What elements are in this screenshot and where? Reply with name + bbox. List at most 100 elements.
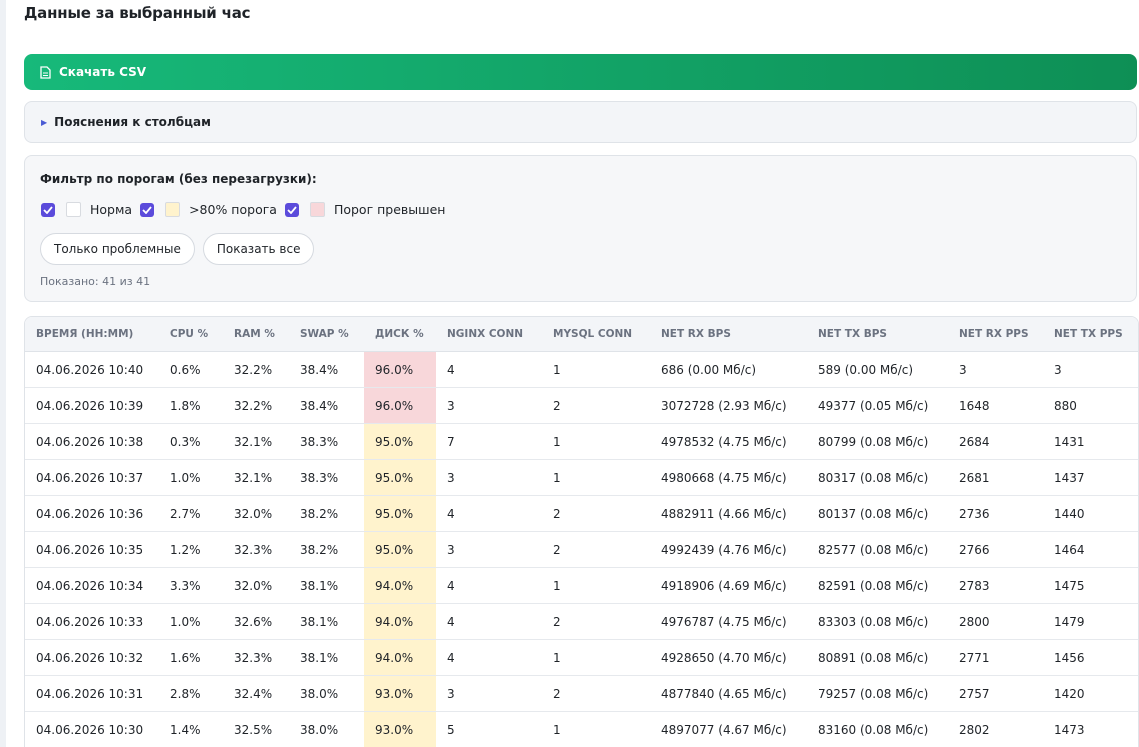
table-cell: 3 — [948, 351, 1043, 388]
table-cell: 4 — [436, 603, 542, 640]
table-cell: 95.0% — [364, 459, 436, 496]
table-cell: 5 — [436, 711, 542, 747]
filter-options: Норма >80% порога Порог превышен — [41, 202, 453, 217]
table-cell: 3 — [436, 387, 542, 424]
table-cell: 1.0% — [159, 459, 223, 496]
disclosure-arrow: ▶ — [41, 117, 48, 127]
table-cell: 3072728 (2.93 Мб/с) — [650, 387, 807, 424]
check-mark — [287, 205, 297, 214]
check-mark — [43, 205, 53, 214]
column-header: NGINX CONN — [436, 317, 542, 352]
table-cell: 2736 — [948, 495, 1043, 532]
table-row: 04.06.2026 10:37 1.0% 32.1% 38.3% 95.0% 3 1 498… — [25, 459, 1138, 496]
table-cell: 2802 — [948, 711, 1043, 747]
table-cell: 32.2% — [223, 351, 289, 388]
filter-option[interactable]: Норма — [41, 202, 132, 217]
table-cell: 04.06.2026 10:35 — [25, 531, 159, 568]
column-header: NET RX PPS — [948, 317, 1043, 352]
table-cell: 3 — [1043, 351, 1138, 388]
table-cell: 93.0% — [364, 711, 436, 747]
table-cell: 1437 — [1043, 459, 1138, 496]
table-cell: 4976787 (4.75 Мб/с) — [650, 603, 807, 640]
table-cell: 1.2% — [159, 531, 223, 568]
table-cell: 1479 — [1043, 603, 1138, 640]
table-cell: 686 (0.00 Мб/с) — [650, 351, 807, 388]
table-cell: 95.0% — [364, 423, 436, 460]
color-swatch — [165, 202, 181, 217]
table-cell: 80891 (0.08 Мб/с) — [807, 639, 948, 676]
table-cell: 83303 (0.08 Мб/с) — [807, 603, 948, 640]
table-cell: 2 — [542, 495, 650, 532]
table-cell: 38.0% — [289, 675, 364, 712]
download-button[interactable]: Скачать CSV — [24, 54, 1137, 90]
table-cell: 1 — [542, 351, 650, 388]
table-cell: 4897077 (4.67 Мб/с) — [650, 711, 807, 747]
table-cell: 1.6% — [159, 639, 223, 676]
table-row: 04.06.2026 10:30 1.4% 32.5% 38.0% 93.0% 5 1 489… — [25, 711, 1138, 747]
table-cell: 04.06.2026 10:39 — [25, 387, 159, 424]
table-cell: 04.06.2026 10:38 — [25, 423, 159, 460]
column-header: RAM % — [223, 317, 289, 352]
table-cell: 1464 — [1043, 531, 1138, 568]
table-cell: 880 — [1043, 387, 1138, 424]
table-cell: 04.06.2026 10:31 — [25, 675, 159, 712]
filter-option[interactable]: Порог превышен — [284, 202, 445, 217]
table-cell: 04.06.2026 10:36 — [25, 495, 159, 532]
filter-button[interactable]: Показать все — [202, 233, 315, 265]
table-cell: 1.0% — [159, 603, 223, 640]
filter-option[interactable]: >80% порога — [140, 202, 277, 217]
header-row: ВРЕМЯ (HH:MM) CPU % RAM % SWAP % ДИСК % NGINX… — [25, 317, 1138, 352]
table-cell: 79257 (0.08 Мб/с) — [807, 675, 948, 712]
table-cell: 589 (0.00 Мб/с) — [807, 351, 948, 388]
details-label: Пояснения к столбцам — [54, 115, 211, 129]
table-row: 04.06.2026 10:38 0.3% 32.1% 38.3% 95.0% 7 1 497… — [25, 423, 1138, 460]
table-cell: 4 — [436, 567, 542, 604]
details-toggle[interactable]: ▶ Пояснения к столбцам — [24, 101, 1137, 143]
file-icon — [40, 65, 51, 79]
table-cell: 4992439 (4.76 Мб/с) — [650, 531, 807, 568]
table-row: 04.06.2026 10:34 3.3% 32.0% 38.1% 94.0% 4 1 491… — [25, 567, 1138, 604]
option-label: >80% порога — [189, 202, 277, 217]
column-header: NET TX BPS — [807, 317, 948, 352]
table-cell: 4 — [436, 351, 542, 388]
table-cell: 2766 — [948, 531, 1043, 568]
table-cell: 32.1% — [223, 459, 289, 496]
table-cell: 1456 — [1043, 639, 1138, 676]
table-cell: 04.06.2026 10:32 — [25, 639, 159, 676]
table-cell: 38.4% — [289, 387, 364, 424]
table-cell: 80137 (0.08 Мб/с) — [807, 495, 948, 532]
table-cell: 95.0% — [364, 531, 436, 568]
table-cell: 2771 — [948, 639, 1043, 676]
table-cell: 80317 (0.08 Мб/с) — [807, 459, 948, 496]
table-cell: 38.2% — [289, 531, 364, 568]
column-header: CPU % — [159, 317, 223, 352]
table-cell: 1.4% — [159, 711, 223, 747]
table-cell: 2 — [542, 603, 650, 640]
table-cell: 4 — [436, 639, 542, 676]
table-cell: 2783 — [948, 567, 1043, 604]
table-row: 04.06.2026 10:40 0.6% 32.2% 38.4% 96.0% 4 1 686… — [25, 351, 1138, 388]
table-cell: 0.6% — [159, 351, 223, 388]
page-title: Данные за выбранный час — [24, 4, 251, 22]
table-cell: 38.3% — [289, 423, 364, 460]
option-label: Норма — [90, 202, 133, 217]
table-cell: 32.0% — [223, 567, 289, 604]
table-cell: 32.6% — [223, 603, 289, 640]
table-cell: 1 — [542, 423, 650, 460]
table-cell: 96.0% — [364, 387, 436, 424]
table-cell: 2.8% — [159, 675, 223, 712]
table-cell: 83160 (0.08 Мб/с) — [807, 711, 948, 747]
checkbox[interactable] — [41, 202, 55, 217]
table-row: 04.06.2026 10:39 1.8% 32.2% 38.4% 96.0% 3 2 307… — [25, 387, 1138, 424]
filter-title: Фильтр по порогам (без перезагрузки): — [40, 172, 317, 186]
table-cell: 4877840 (4.65 Мб/с) — [650, 675, 807, 712]
checkbox[interactable] — [140, 202, 155, 217]
checkbox[interactable] — [284, 202, 299, 217]
column-header: ДИСК % — [364, 317, 436, 352]
filter-button[interactable]: Только проблемные — [40, 233, 195, 265]
color-swatch — [66, 202, 81, 217]
table-cell: 82591 (0.08 Мб/с) — [807, 567, 948, 604]
filter-status: Показано: 41 из 41 — [40, 275, 151, 288]
table-cell: 38.1% — [289, 603, 364, 640]
table-cell: 80799 (0.08 Мб/с) — [807, 423, 948, 460]
